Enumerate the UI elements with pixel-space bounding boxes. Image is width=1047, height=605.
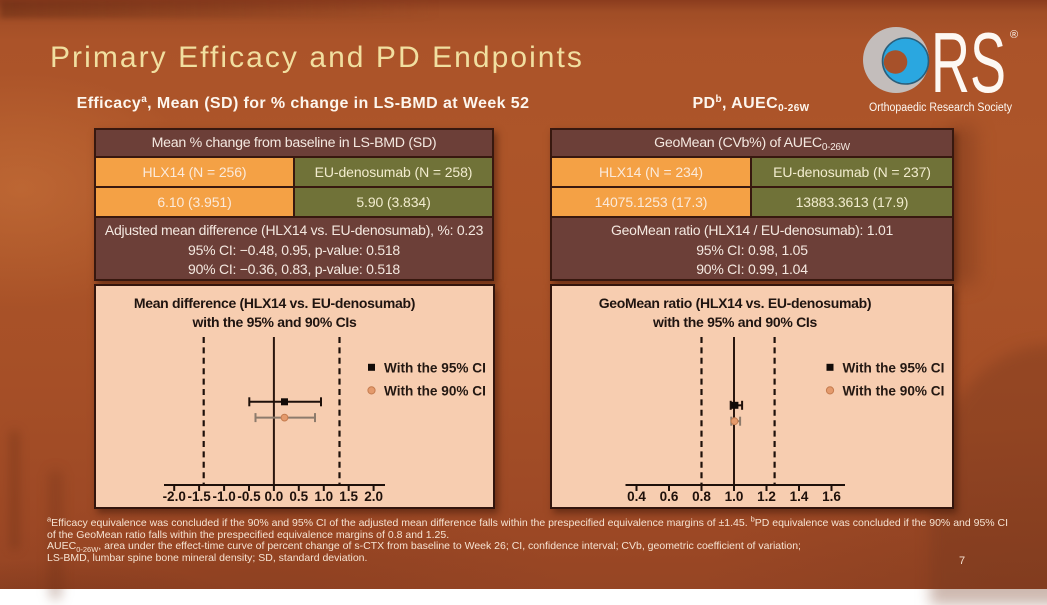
svg-text:0.6: 0.6 bbox=[660, 489, 679, 504]
svg-text:®: ® bbox=[1010, 29, 1018, 41]
svg-text:-1.0: -1.0 bbox=[212, 489, 235, 504]
svg-text:2.0: 2.0 bbox=[364, 489, 383, 504]
svg-text:0.4: 0.4 bbox=[627, 489, 646, 504]
svg-text:0.0: 0.0 bbox=[265, 489, 284, 504]
svg-text:0.8: 0.8 bbox=[692, 489, 711, 504]
svg-text:0.5: 0.5 bbox=[289, 489, 308, 504]
svg-text:1.0: 1.0 bbox=[725, 489, 744, 504]
svg-text:1.4: 1.4 bbox=[790, 489, 809, 504]
svg-text:With the 90% CI: With the 90% CI bbox=[384, 384, 486, 399]
svg-text:With the 90% CI: With the 90% CI bbox=[843, 384, 945, 399]
svg-text:1.6: 1.6 bbox=[822, 489, 841, 504]
svg-text:-2.0: -2.0 bbox=[163, 489, 186, 504]
svg-text:-1.5: -1.5 bbox=[187, 489, 211, 504]
svg-text:With the 95% CI: With the 95% CI bbox=[843, 361, 945, 376]
svg-text:1.2: 1.2 bbox=[757, 489, 776, 504]
svg-text:1.0: 1.0 bbox=[314, 489, 333, 504]
svg-text:RS: RS bbox=[931, 16, 1006, 111]
svg-text:1.5: 1.5 bbox=[339, 489, 358, 504]
svg-text:-0.5: -0.5 bbox=[237, 489, 261, 504]
svg-text:With the 95% CI: With the 95% CI bbox=[384, 361, 486, 376]
svg-text:Orthopaedic Research Society: Orthopaedic Research Society bbox=[869, 102, 1012, 114]
